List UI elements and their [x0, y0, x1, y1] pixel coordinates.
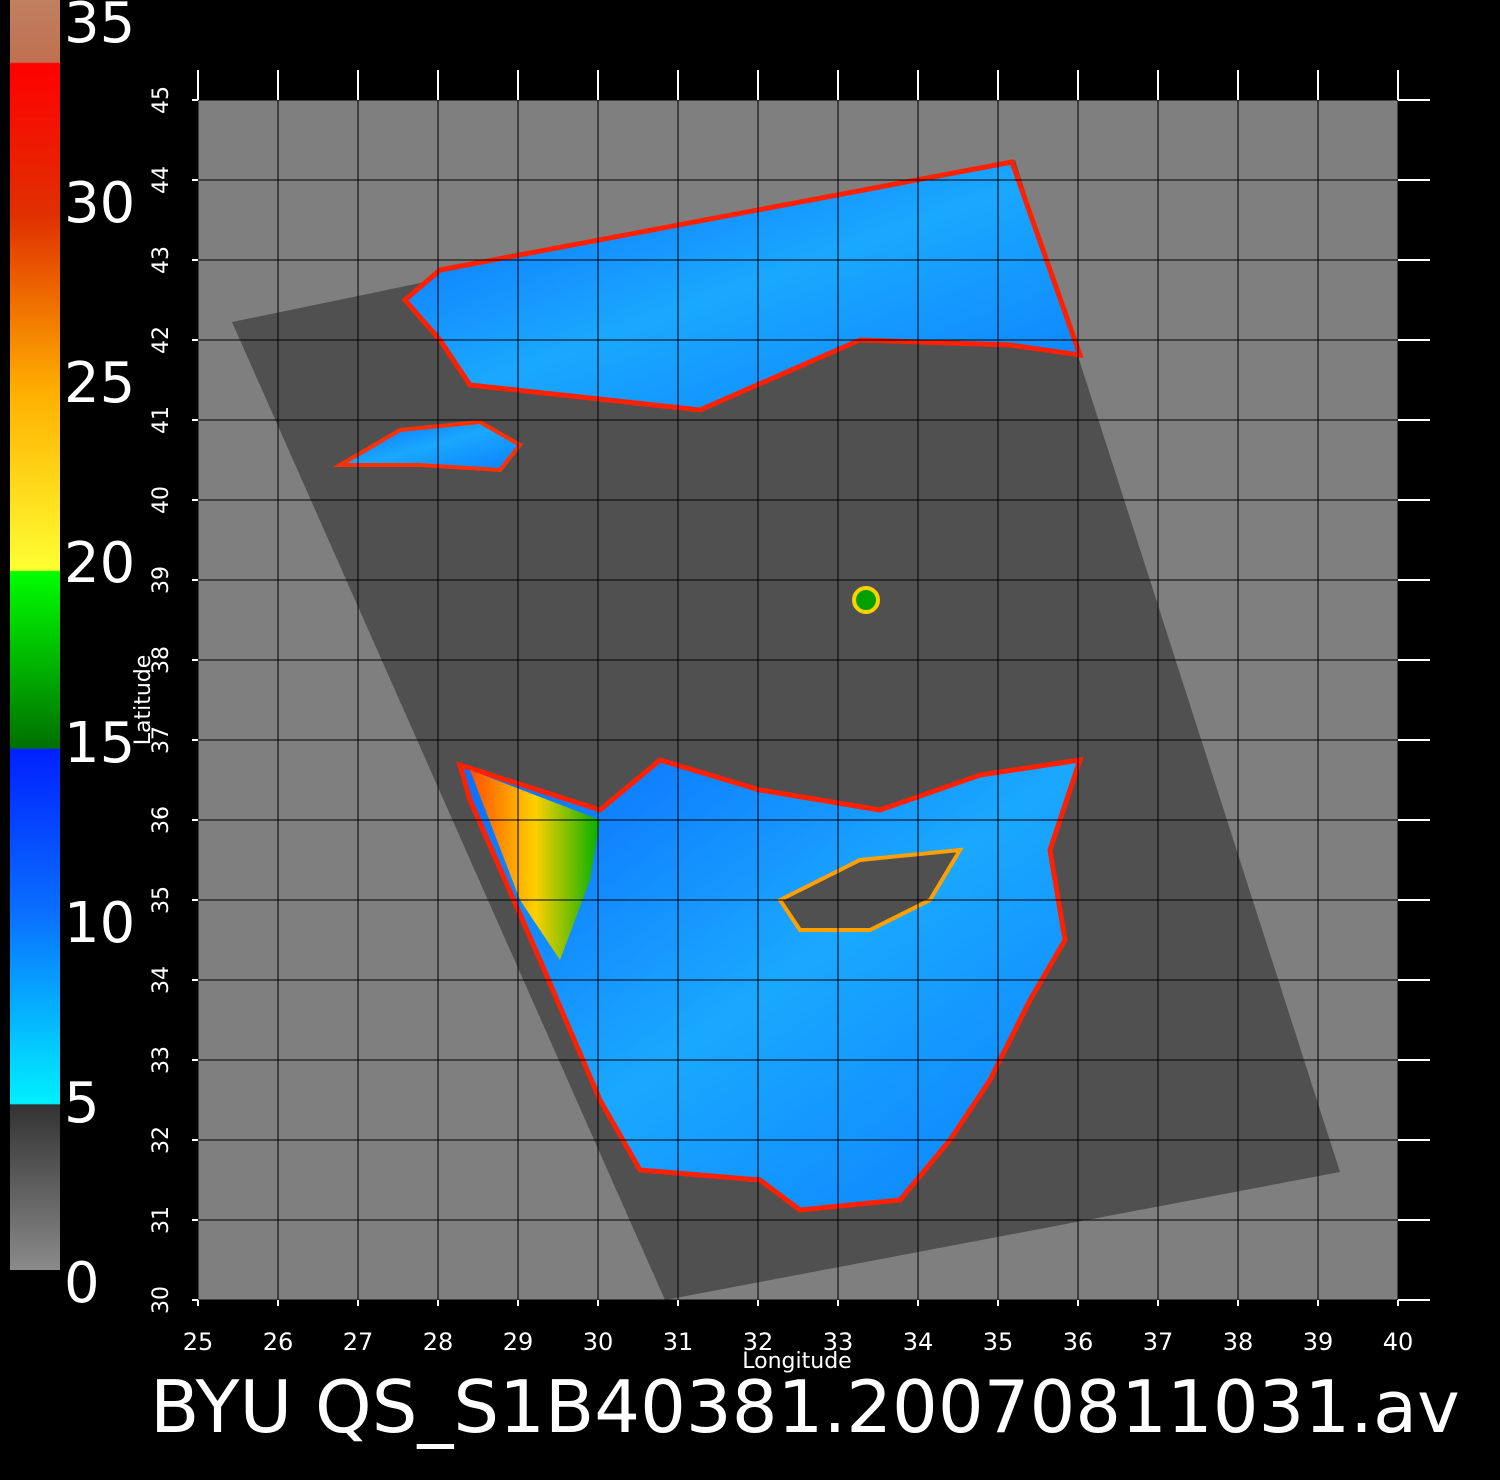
- y-tick-label: 41: [149, 406, 174, 434]
- x-tick-label: 25: [183, 1328, 214, 1356]
- x-tick-label: 38: [1223, 1328, 1254, 1356]
- colorbar-tick-label: 20: [64, 531, 135, 596]
- colorbar-tick-label: 30: [64, 171, 135, 236]
- x-tick-label: 35: [983, 1328, 1014, 1356]
- map-plot: [197, 99, 1399, 1301]
- y-tick-label: 30: [149, 1286, 174, 1314]
- y-axis-label: Latitude: [131, 655, 156, 746]
- colorbar-tick-label: 25: [64, 351, 135, 416]
- x-tick-label: 36: [1063, 1328, 1094, 1356]
- y-tick-label: 37: [149, 726, 174, 754]
- grid: [197, 99, 1399, 1301]
- x-axis-label: Longitude: [742, 1349, 851, 1374]
- y-tick-label: 31: [149, 1206, 174, 1234]
- colorbar-tick-label: 0: [64, 1251, 100, 1316]
- x-tick-label: 30: [583, 1328, 614, 1356]
- colorbar-tick-label: 5: [64, 1071, 100, 1136]
- x-tick-label: 32: [743, 1328, 774, 1356]
- lake: [852, 586, 880, 614]
- y-tick-label: 42: [149, 326, 174, 354]
- y-tick-label: 34: [149, 966, 174, 994]
- marmara-sea: [332, 419, 524, 473]
- y-tick-label: 39: [149, 566, 174, 594]
- y-tick-label: 32: [149, 1126, 174, 1154]
- colorbar-tick-label: 15: [64, 711, 135, 776]
- title: BYU QS_S1B40381.20070811031.av: [150, 1365, 1460, 1449]
- y-tick-label: 40: [149, 486, 174, 514]
- colorbar-tick-label: 10: [64, 891, 135, 956]
- x-tick-label: 28: [423, 1328, 454, 1356]
- x-tick-label: 37: [1143, 1328, 1174, 1356]
- x-tick-label: 31: [663, 1328, 694, 1356]
- black-sea: [401, 159, 1084, 413]
- x-tick-label: 39: [1303, 1328, 1334, 1356]
- coastal-high-wind: [470, 770, 600, 960]
- x-tick-label: 33: [823, 1328, 854, 1356]
- x-tick-label: 27: [343, 1328, 374, 1356]
- y-tick-label: 44: [149, 166, 174, 194]
- colorbar-tick-label: 35: [64, 0, 135, 56]
- y-tick-label: 45: [149, 86, 174, 114]
- x-tick-label: 34: [903, 1328, 934, 1356]
- y-tick-label: 35: [149, 886, 174, 914]
- y-tick-label: 38: [149, 646, 174, 674]
- y-tick-label: 33: [149, 1046, 174, 1074]
- x-tick-label: 40: [1383, 1328, 1414, 1356]
- colorbar: [10, 0, 60, 1270]
- x-tick-label: 29: [503, 1328, 534, 1356]
- x-tick-label: 26: [263, 1328, 294, 1356]
- y-tick-label: 43: [149, 246, 174, 274]
- y-tick-label: 36: [149, 806, 174, 834]
